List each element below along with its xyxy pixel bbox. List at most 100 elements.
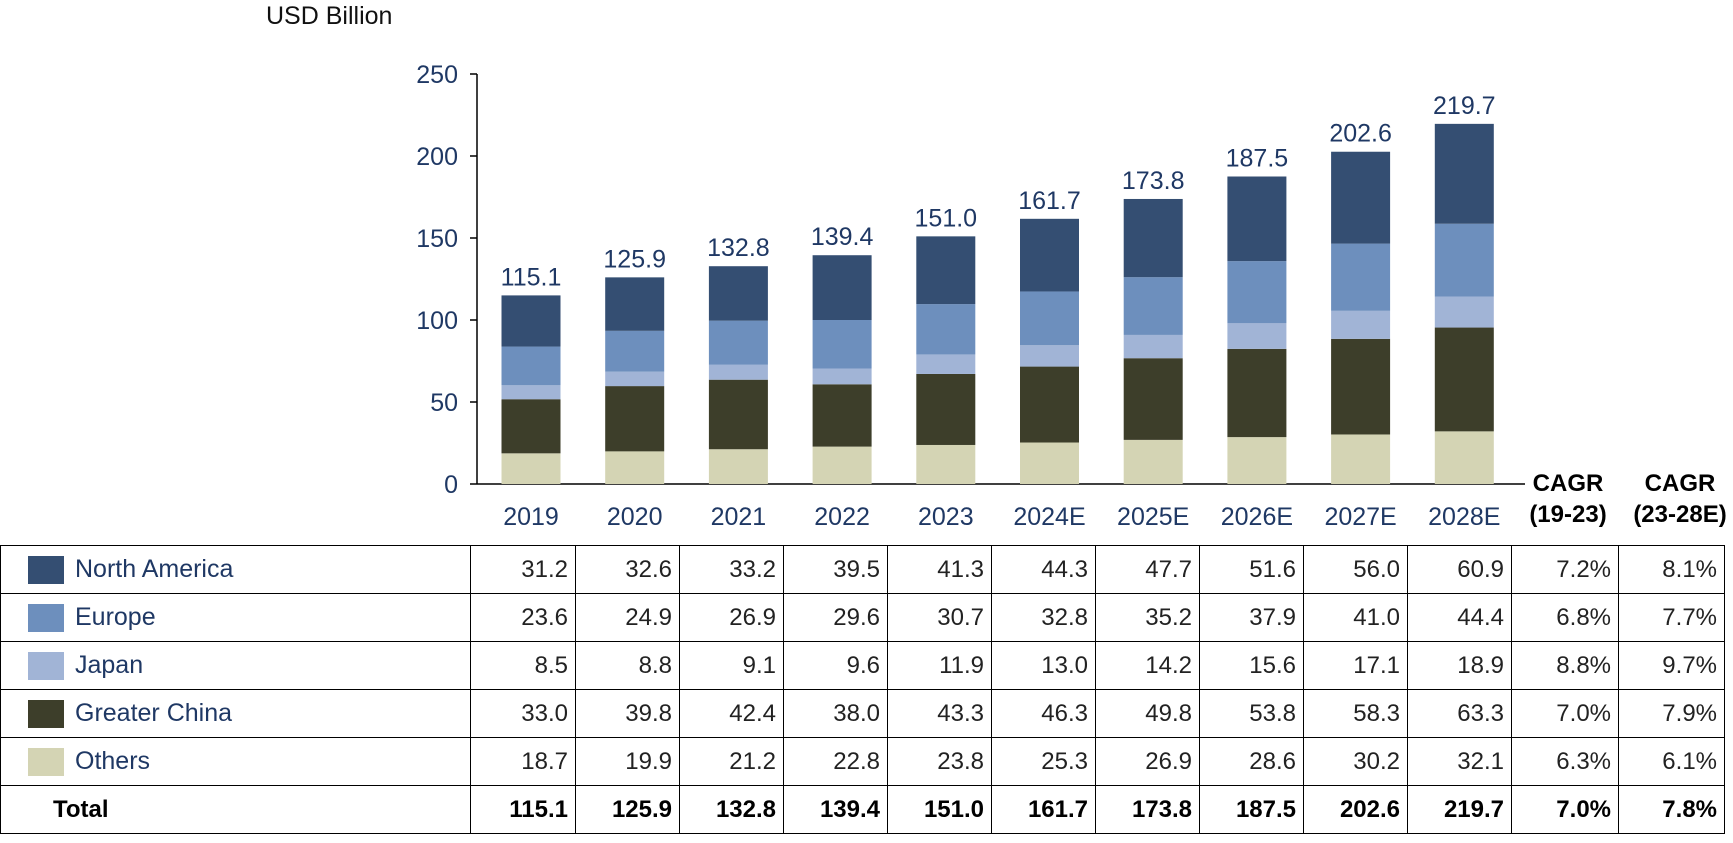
- bar-segment-europe: [1331, 243, 1391, 311]
- cagr-cell: 6.1%: [1618, 737, 1725, 786]
- bar-segment-others: [708, 449, 768, 484]
- value-cell: 53.8: [1199, 689, 1304, 738]
- bar-segment-others: [501, 453, 561, 484]
- bar-segment-japan: [1434, 296, 1494, 328]
- value-cell: 9.6: [783, 641, 888, 690]
- bar-segment-others: [1123, 439, 1183, 484]
- y-tick-label: 0: [444, 471, 458, 499]
- bar-total-label: 115.1: [501, 263, 562, 291]
- bar-segment-north-america: [501, 295, 561, 347]
- bar-segment-others: [812, 446, 872, 484]
- total-value-cell: 139.4: [783, 785, 888, 834]
- cagr-cell: 7.7%: [1618, 593, 1725, 642]
- value-cell: 49.8: [1095, 689, 1200, 738]
- value-cell: 17.1: [1303, 641, 1408, 690]
- cagr-cell: 7.2%: [1511, 545, 1619, 594]
- bar-segment-europe: [1123, 277, 1183, 335]
- value-cell: 30.7: [887, 593, 992, 642]
- value-cell: 33.2: [679, 545, 784, 594]
- total-cagr-cell: 7.8%: [1618, 785, 1725, 834]
- cagr-header-23-28e: CAGR (23-28E): [1630, 468, 1730, 530]
- total-value-cell: 132.8: [679, 785, 784, 834]
- bar-segment-japan: [812, 368, 872, 385]
- bar-segment-others: [605, 451, 665, 484]
- value-cell: 14.2: [1095, 641, 1200, 690]
- value-cell: 56.0: [1303, 545, 1408, 594]
- value-cell: 25.3: [991, 737, 1096, 786]
- data-table: North America 31.2 32.6 33.2 39.5 41.3 44.3 47.…: [0, 545, 1725, 834]
- bar-segment-europe: [708, 320, 768, 365]
- bar-segment-japan: [1331, 310, 1391, 339]
- legend-swatch: [28, 747, 64, 776]
- value-cell: 32.8: [991, 593, 1096, 642]
- bar-segment-japan: [1227, 323, 1287, 349]
- row-label-cell: North America: [0, 545, 471, 594]
- table-row: Greater China 33.0 39.8 42.4 38.0 43.3 46.3 49.…: [0, 689, 1725, 738]
- bar-total-label: 187.5: [1226, 145, 1289, 173]
- value-cell: 44.4: [1407, 593, 1512, 642]
- value-cell: 44.3: [991, 545, 1096, 594]
- bar-segment-greater-china: [708, 379, 768, 450]
- legend-swatch: [28, 555, 64, 584]
- value-cell: 63.3: [1407, 689, 1512, 738]
- bar-segment-north-america: [1331, 151, 1391, 244]
- bar-segment-europe: [812, 320, 872, 369]
- value-cell: 41.0: [1303, 593, 1408, 642]
- region-name: Europe: [75, 603, 156, 632]
- bar-segment-greater-china: [1434, 327, 1494, 432]
- bar-segment-north-america: [1227, 176, 1287, 262]
- cagr-header-23-28e-line1: CAGR: [1644, 470, 1716, 497]
- cagr-header-19-23-line1: CAGR: [1532, 470, 1604, 497]
- value-cell: 51.6: [1199, 545, 1304, 594]
- row-label-cell: Japan: [0, 641, 471, 690]
- y-tick-label: 50: [430, 389, 458, 417]
- bar-segment-greater-china: [1020, 366, 1079, 443]
- total-value-cell: 173.8: [1095, 785, 1200, 834]
- bar-segment-north-america: [1434, 123, 1494, 224]
- table-row: Europe 23.6 24.9 26.9 29.6 30.7 32.8 35.2 37.9 41…: [0, 593, 1725, 642]
- value-cell: 26.9: [1095, 737, 1200, 786]
- bar-total-label: 161.7: [1018, 187, 1081, 215]
- bar-segment-others: [1331, 434, 1391, 484]
- bar-segment-others: [916, 444, 976, 484]
- value-cell: 37.9: [1199, 593, 1304, 642]
- stacked-bar-chart: 0 50 100 150 200 250 115.1 2019 125.9 2020 132.8 20…: [416, 61, 1525, 531]
- x-tick-label: 2025E: [1117, 503, 1189, 531]
- y-tick-label: 150: [416, 225, 458, 253]
- value-cell: 58.3: [1303, 689, 1408, 738]
- x-tick-label: 2027E: [1324, 503, 1396, 531]
- y-tick-label: 250: [416, 61, 458, 89]
- total-value-cell: 219.7: [1407, 785, 1512, 834]
- legend-swatch: [28, 699, 64, 728]
- value-cell: 19.9: [575, 737, 680, 786]
- cagr-cell: 7.9%: [1618, 689, 1725, 738]
- value-cell: 30.2: [1303, 737, 1408, 786]
- value-cell: 29.6: [783, 593, 888, 642]
- legend-swatch: [28, 651, 64, 680]
- bar-segment-europe: [1434, 223, 1494, 297]
- value-cell: 60.9: [1407, 545, 1512, 594]
- bar-total-label: 132.8: [707, 234, 770, 262]
- cagr-cell: 6.3%: [1511, 737, 1619, 786]
- unit-label: USD Billion: [266, 2, 393, 30]
- value-cell: 28.6: [1199, 737, 1304, 786]
- value-cell: 39.8: [575, 689, 680, 738]
- bar-segment-japan: [605, 371, 665, 387]
- bar-segment-greater-china: [812, 384, 872, 447]
- cagr-cell: 8.1%: [1618, 545, 1725, 594]
- x-tick-label: 2028E: [1428, 503, 1500, 531]
- y-tick-label: 200: [416, 143, 458, 171]
- cagr-cell: 6.8%: [1511, 593, 1619, 642]
- total-value-cell: 115.1: [470, 785, 576, 834]
- bar-segment-greater-china: [1331, 338, 1391, 435]
- region-name: North America: [75, 555, 234, 584]
- value-cell: 41.3: [887, 545, 992, 594]
- x-tick-label: 2026E: [1221, 503, 1293, 531]
- bar-segment-japan: [1020, 345, 1079, 367]
- total-label-cell: Total: [0, 785, 471, 834]
- bar-total-label: 139.4: [811, 223, 874, 251]
- value-cell: 9.1: [679, 641, 784, 690]
- total-value-cell: 151.0: [887, 785, 992, 834]
- bar-segment-north-america: [1020, 218, 1079, 292]
- bar-segment-north-america: [916, 236, 976, 305]
